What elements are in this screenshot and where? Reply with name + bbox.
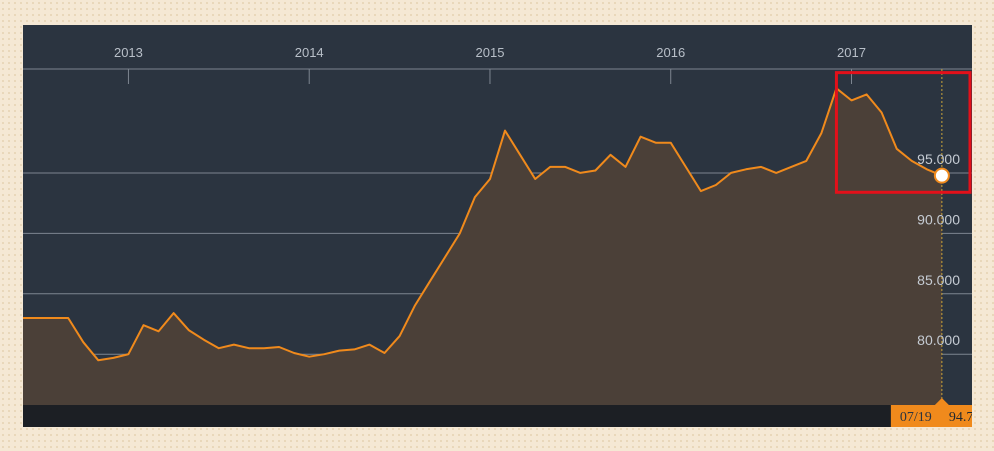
y-tick-label: 90.000	[917, 211, 960, 227]
y-tick-label: 85.000	[917, 272, 960, 288]
readout-arrow	[934, 398, 949, 405]
x-tick-label: 2015	[476, 45, 505, 60]
readout-box	[890, 405, 972, 427]
y-tick-label: 80.000	[917, 332, 960, 348]
price-readout: 07/19 94.776	[890, 398, 972, 427]
readout-date: 07/19	[900, 410, 932, 425]
current-value-marker[interactable]	[933, 167, 950, 184]
series-area	[23, 88, 942, 406]
x-tick-label: 2014	[295, 45, 324, 60]
x-tick-label: 2013	[114, 45, 143, 60]
highlight-box	[834, 71, 972, 194]
x-tick-label: 2016	[656, 45, 685, 60]
chart-footer-bar	[23, 405, 972, 427]
series-line	[23, 87, 943, 362]
x-tick-label: 2017	[837, 45, 866, 60]
chart-svg: 2013 2014 2015 2016 2017 80.000 85.000 90.000 9…	[23, 45, 972, 427]
chart-panel: 2013 2014 2015 2016 2017 80.000 85.000 90.000 9…	[23, 25, 972, 427]
y-tick-label: 95.000	[917, 151, 960, 167]
readout-value: 94.776	[949, 410, 972, 425]
